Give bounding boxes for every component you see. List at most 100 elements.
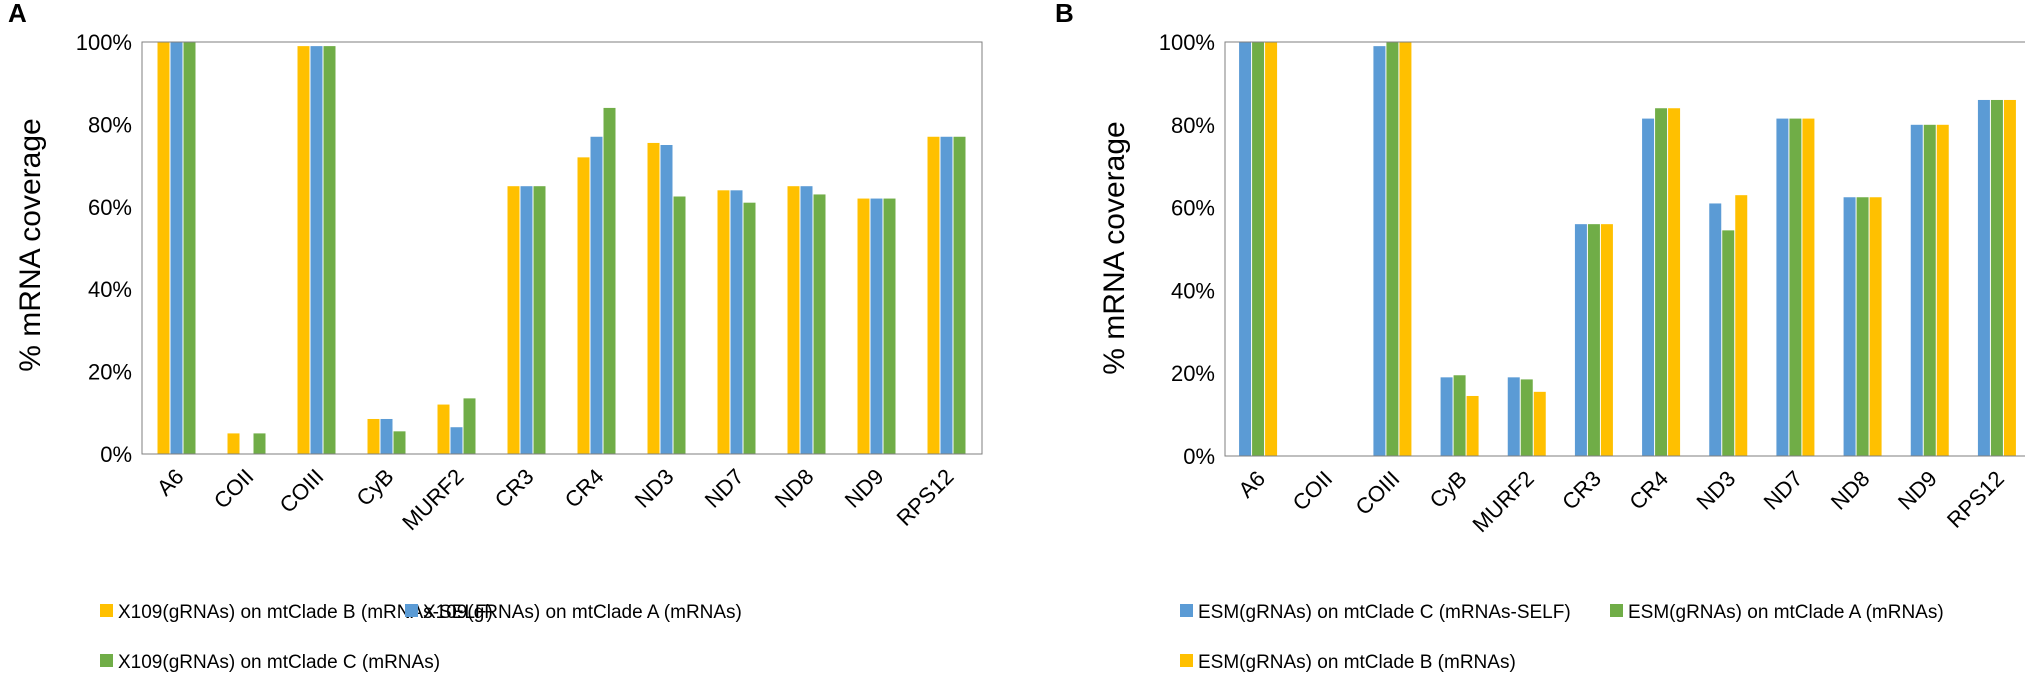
- panel-a-bar-cr3-series-3: [533, 186, 546, 454]
- panel-b-bar-nd3-series-1: [1709, 203, 1722, 456]
- panel-a-bar-cr3-series-1: [507, 186, 520, 454]
- panel-a-letter: A: [8, 0, 27, 28]
- panel-b-x-tick-label: ND8: [1826, 466, 1875, 515]
- panel-a-legend-swatch: [100, 604, 113, 617]
- panel-a-bar-nd8-series-3: [813, 194, 826, 454]
- panel-b-bar-coiii-series-1: [1373, 46, 1386, 456]
- panel-b-legend-label: ESM(gRNAs) on mtClade C (mRNAs-SELF): [1198, 602, 1571, 623]
- panel-a-bar-cyb-series-1: [367, 418, 380, 454]
- panel-b-y-tick-label: 0%: [1183, 444, 1215, 469]
- panel-b-bar-cr4-series-3: [1668, 108, 1681, 457]
- panel-b-x-tick-label: CR3: [1557, 466, 1606, 515]
- panel-a-bar-a6-series-1: [157, 42, 170, 454]
- panel-a-bars: [157, 42, 966, 455]
- panel-b-bar-nd3-series-3: [1735, 195, 1748, 456]
- panel-b-y-tick-label: 100%: [1159, 30, 1215, 55]
- panel-b-bar-a6-series-1: [1239, 42, 1252, 456]
- panel-b-letter: B: [1055, 0, 1074, 28]
- panel-b-bar-nd7-series-1: [1776, 118, 1789, 456]
- panel-b-bar-a6-series-2: [1252, 42, 1265, 456]
- panel-b-y-axis-label: % mRNA coverage: [1098, 121, 1131, 374]
- panel-b-bar-nd9-series-3: [1936, 124, 1949, 457]
- panel-a-bar-nd9-series-2: [870, 198, 883, 454]
- panel-a-x-tick-label: ND7: [700, 464, 749, 513]
- panel-a-legend-label: X109(gRNAs) on mtClade B (mRNAs-SELF): [118, 602, 493, 623]
- panel-a-y-tick-label: 20%: [88, 360, 132, 385]
- panel-a-y-ticks: 0% 20% 40% 60% 80% 100%: [76, 30, 132, 467]
- panel-b-bar-cr3-series-2: [1587, 224, 1600, 456]
- panel-b-y-tick-label: 80%: [1171, 113, 1215, 138]
- panel-a-y-tick-label: 80%: [88, 112, 132, 137]
- panel-a-x-tick-label: ND8: [770, 464, 819, 513]
- panel-b-bar-cyb-series-3: [1466, 395, 1479, 456]
- panel-a-bar-rps12-series-3: [953, 136, 966, 454]
- panel-a: A % mRNA coverage 0% 20% 40% 60% 80% 100% A6 C…: [8, 0, 983, 673]
- panel-a-x-tick-label: COII: [209, 464, 259, 514]
- panel-b-bar-murf2-series-3: [1533, 391, 1546, 456]
- panel-a-bar-cr4-series-3: [603, 107, 616, 455]
- panel-a-bar-nd7-series-1: [717, 190, 730, 454]
- panel-b: B % mRNA coverage 0% 20% 40% 60% 80% 100% A6 C…: [1055, 0, 2025, 673]
- panel-a-x-tick-label: CR4: [560, 464, 609, 513]
- panel-b-bars: [1239, 42, 2016, 457]
- panel-b-bar-cr3-series-1: [1574, 224, 1587, 456]
- panel-b-bar-nd9-series-2: [1923, 124, 1936, 457]
- panel-b-bar-nd8-series-2: [1856, 197, 1869, 456]
- panel-a-bar-coii-series-1: [227, 433, 240, 454]
- panel-b-bar-coiii-series-2: [1386, 42, 1399, 456]
- panel-b-x-tick-label: RPS12: [1942, 466, 2009, 533]
- panel-b-x-tick-label: COII: [1288, 466, 1338, 516]
- panel-b-y-tick-label: 20%: [1171, 361, 1215, 386]
- panel-a-y-tick-label: 100%: [76, 30, 132, 55]
- panel-a-bar-cr3-series-2: [520, 186, 533, 454]
- panel-b-x-tick-label: COIII: [1350, 466, 1404, 520]
- panel-b-bar-nd8-series-3: [1869, 197, 1882, 456]
- panel-a-bar-murf2-series-2: [450, 427, 463, 454]
- panel-b-bar-nd9-series-1: [1910, 124, 1923, 457]
- panel-b-legend-swatch: [1180, 604, 1193, 617]
- panel-b-bar-cr4-series-2: [1655, 108, 1668, 457]
- panel-a-x-tick-label: MURF2: [397, 464, 468, 535]
- panel-b-bar-cr4-series-1: [1642, 118, 1655, 456]
- panel-a-x-tick-label: CyB: [351, 464, 398, 511]
- panel-a-x-tick-label: ND9: [840, 464, 889, 513]
- panel-a-legend-swatch: [405, 604, 418, 617]
- panel-a-bar-a6-series-3: [183, 42, 196, 454]
- panel-a-bar-cr4-series-1: [577, 157, 590, 455]
- panel-a-bar-rps12-series-2: [940, 136, 953, 454]
- panel-a-bar-nd7-series-3: [743, 202, 756, 454]
- panel-b-bar-rps12-series-3: [2003, 99, 2016, 457]
- panel-b-bar-cyb-series-2: [1453, 375, 1466, 456]
- panel-b-bar-nd8-series-1: [1843, 197, 1856, 456]
- panel-b-y-ticks: 0% 20% 40% 60% 80% 100%: [1159, 30, 1215, 469]
- panel-a-bar-nd9-series-1: [857, 198, 870, 454]
- panel-a-bar-cyb-series-3: [393, 431, 406, 454]
- panel-a-x-tick-label: COIII: [275, 464, 329, 518]
- panel-a-bar-cyb-series-2: [380, 418, 393, 454]
- panel-a-x-tick-label: CR3: [490, 464, 539, 513]
- panel-a-y-tick-label: 60%: [88, 195, 132, 220]
- panel-a-bar-nd3-series-3: [673, 196, 686, 454]
- panel-a-y-tick-label: 40%: [88, 277, 132, 302]
- panel-a-x-tick-label: ND3: [630, 464, 679, 513]
- panel-a-bar-nd7-series-2: [730, 190, 743, 454]
- panel-b-legend-swatch: [1610, 604, 1623, 617]
- panel-b-bar-murf2-series-2: [1520, 379, 1533, 456]
- panel-a-bar-nd9-series-3: [883, 198, 896, 454]
- panel-a-x-tick-label: RPS12: [892, 464, 959, 531]
- panel-a-bar-coiii-series-1: [297, 46, 310, 455]
- panel-b-y-tick-label: 40%: [1171, 278, 1215, 303]
- panel-a-bar-coiii-series-3: [323, 46, 336, 455]
- panel-b-x-tick-label: ND7: [1759, 466, 1808, 515]
- panel-a-bar-coii-series-3: [253, 433, 266, 454]
- panel-b-bar-nd3-series-2: [1722, 230, 1735, 456]
- panel-a-bar-coiii-series-2: [310, 46, 323, 455]
- panel-a-plot-frame: [141, 41, 983, 455]
- panel-b-bar-cyb-series-1: [1440, 377, 1453, 456]
- panel-b-bar-murf2-series-1: [1507, 377, 1520, 456]
- panel-b-x-tick-label: ND3: [1691, 466, 1740, 515]
- panel-b-y-tick-label: 60%: [1171, 196, 1215, 221]
- panel-a-legend: X109(gRNAs) on mtClade B (mRNAs-SELF)X10…: [100, 602, 742, 673]
